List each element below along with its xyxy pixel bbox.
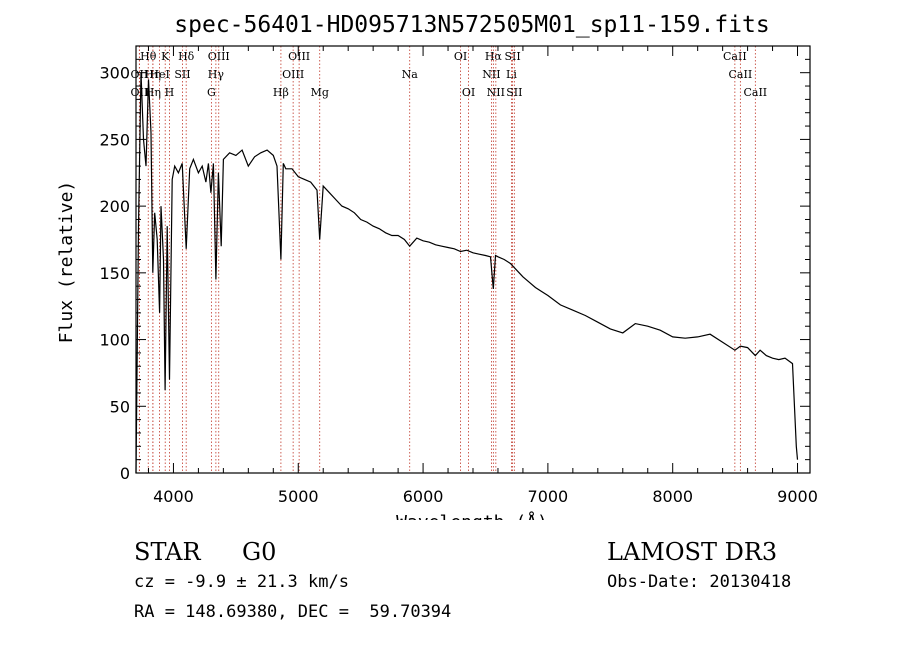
line-label: Hγ bbox=[208, 68, 225, 81]
x-tick-label: 5000 bbox=[278, 487, 319, 506]
line-label: Hβ bbox=[273, 86, 289, 99]
y-tick-label: 300 bbox=[99, 64, 130, 83]
line-label: Li bbox=[506, 68, 517, 81]
line-label: SII bbox=[504, 50, 520, 63]
line-label: G bbox=[207, 86, 216, 99]
plot-frame bbox=[135, 45, 811, 474]
spectrum-line bbox=[135, 72, 799, 474]
axes: 4000 5000 6000 7000 8000 9000 0 50 100 150 200 250 3… bbox=[99, 46, 818, 506]
x-tick-label: 6000 bbox=[403, 487, 444, 506]
x-tick-label: 4000 bbox=[153, 487, 194, 506]
line-label: OIII bbox=[208, 50, 230, 63]
spectrum-chart: spec-56401-HD095713N572505M01_sp11-159.f… bbox=[56, 12, 818, 520]
y-tick-label: 100 bbox=[99, 331, 130, 350]
line-label: OI bbox=[462, 86, 475, 99]
line-label: OII bbox=[131, 86, 149, 99]
y-tick-label: 200 bbox=[99, 197, 130, 216]
line-label: Hθ bbox=[140, 50, 157, 63]
line-label: Hδ bbox=[178, 50, 195, 63]
line-label: HeI bbox=[149, 68, 169, 81]
line-label: Hα bbox=[485, 50, 503, 63]
line-label: Hη bbox=[145, 86, 161, 99]
line-label: NII bbox=[487, 86, 505, 99]
line-label: SII bbox=[506, 86, 522, 99]
survey-name: LAMOST DR3 bbox=[607, 538, 778, 566]
y-axis-label: Flux (relative) bbox=[56, 181, 77, 344]
y-tick-label: 0 bbox=[120, 464, 130, 483]
line-label: K bbox=[161, 50, 170, 63]
line-label: NII bbox=[482, 68, 500, 81]
y-tick-label: 250 bbox=[99, 130, 130, 149]
line-label: Mg bbox=[311, 86, 329, 99]
line-label: OI bbox=[454, 50, 467, 63]
x-tick-label: 9000 bbox=[777, 487, 818, 506]
line-label: CaII bbox=[729, 68, 753, 81]
line-label: SII bbox=[174, 68, 190, 81]
observation-date: Obs-Date: 20130418 bbox=[607, 572, 792, 592]
line-label: OIII bbox=[282, 68, 304, 81]
object-class: STAR bbox=[134, 538, 201, 566]
line-label: H bbox=[165, 86, 175, 99]
chart-title: spec-56401-HD095713N572505M01_sp11-159.f… bbox=[174, 12, 769, 38]
x-axis-label: Wavelength (Å) bbox=[396, 511, 548, 520]
y-tick-label: 150 bbox=[99, 264, 130, 283]
line-label: Na bbox=[402, 68, 419, 81]
y-tick-label: 50 bbox=[110, 397, 130, 416]
x-tick-label: 7000 bbox=[528, 487, 569, 506]
ra-dec-coordinates: RA = 148.69380, DEC = 59.70394 bbox=[134, 602, 452, 622]
line-label: OIII bbox=[288, 50, 310, 63]
object-subclass: G0 bbox=[242, 538, 277, 566]
line-label: CaII bbox=[723, 50, 747, 63]
redshift-cz: cz = -9.9 ± 21.3 km/s bbox=[134, 572, 349, 592]
line-label: CaII bbox=[743, 86, 767, 99]
x-tick-label: 8000 bbox=[652, 487, 693, 506]
